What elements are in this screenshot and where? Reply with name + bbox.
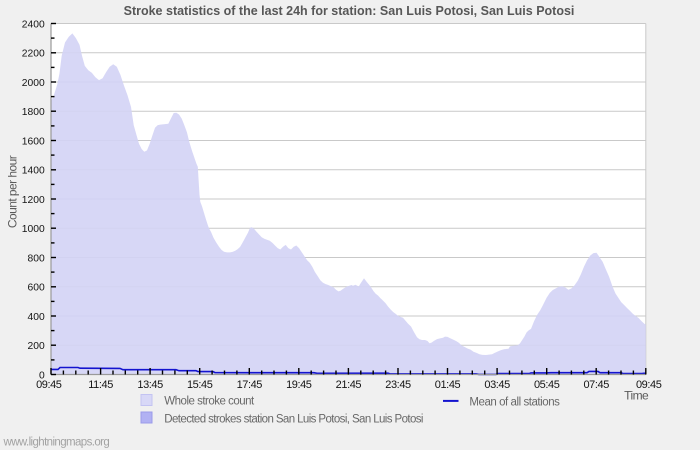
svg-text:23:45: 23:45 <box>385 379 411 391</box>
svg-text:1400: 1400 <box>22 166 45 177</box>
svg-text:Time: Time <box>624 389 649 403</box>
svg-text:600: 600 <box>28 283 45 294</box>
svg-text:Whole stroke count: Whole stroke count <box>164 396 255 408</box>
svg-text:1000: 1000 <box>22 224 45 235</box>
svg-text:200: 200 <box>28 341 45 352</box>
svg-text:07:45: 07:45 <box>583 379 609 391</box>
svg-text:800: 800 <box>28 253 45 264</box>
svg-text:21:45: 21:45 <box>336 379 362 391</box>
svg-text:09:45: 09:45 <box>636 379 662 391</box>
svg-text:2000: 2000 <box>22 78 45 89</box>
svg-text:Count per hour: Count per hour <box>6 155 20 228</box>
svg-text:Mean of all stations: Mean of all stations <box>469 397 560 409</box>
svg-text:1200: 1200 <box>22 195 45 206</box>
svg-text:11:45: 11:45 <box>88 379 113 391</box>
svg-text:1600: 1600 <box>22 136 45 147</box>
svg-text:03:45: 03:45 <box>484 379 510 391</box>
svg-text:1800: 1800 <box>22 107 45 118</box>
svg-text:17:45: 17:45 <box>237 379 263 391</box>
svg-text:Detected strokes station San L: Detected strokes station San Luis Potosi… <box>164 413 423 425</box>
svg-text:15:45: 15:45 <box>187 379 213 391</box>
svg-text:Stroke statistics of the last: Stroke statistics of the last 24h for st… <box>124 4 575 18</box>
svg-text:01:45: 01:45 <box>435 379 461 391</box>
svg-text:09:45: 09:45 <box>36 379 62 391</box>
svg-text:13:45: 13:45 <box>137 379 163 391</box>
svg-text:05:45: 05:45 <box>534 379 560 391</box>
svg-text:2200: 2200 <box>22 49 45 60</box>
svg-text:2400: 2400 <box>22 19 45 30</box>
svg-text:400: 400 <box>28 312 45 323</box>
svg-text:0: 0 <box>39 370 45 381</box>
svg-text:19:45: 19:45 <box>286 379 312 391</box>
svg-text:www.lightningmaps.org: www.lightningmaps.org <box>3 437 110 449</box>
